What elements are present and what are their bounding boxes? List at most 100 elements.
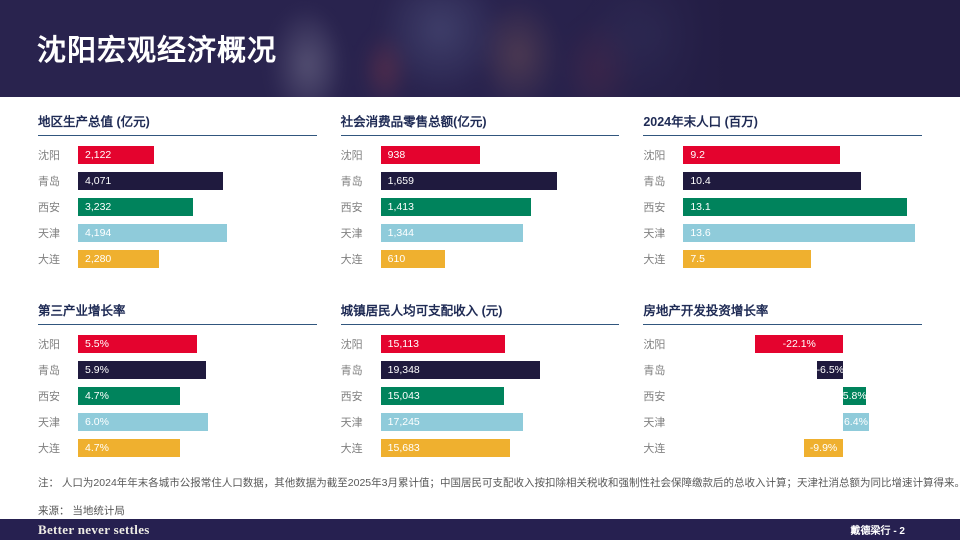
bar-value-label: 5.9% <box>85 364 109 376</box>
chart-row: 西安 3,232 <box>38 198 317 216</box>
bar-value-label: 19,348 <box>387 364 420 376</box>
bar-value-label: 10.4 <box>690 175 711 187</box>
bar: 17,245 <box>380 413 523 431</box>
bar-value-label: 938 <box>387 149 406 161</box>
city-label: 大连 <box>38 254 60 266</box>
city-label: 青岛 <box>340 365 363 377</box>
chart-row: 天津 1,344 <box>341 224 620 242</box>
bar-value-label: 2,280 <box>85 253 112 265</box>
chart-row: 沈阳 -22.1% <box>643 335 922 353</box>
bar: 2,122 <box>78 146 154 164</box>
chart-bars: 沈阳 5.5% 青岛 5.9% 西安 4.7% 天津 6.0% 大连 4.7% <box>38 335 317 457</box>
city-label: 青岛 <box>38 365 60 377</box>
bar: 4,194 <box>78 224 228 242</box>
chart-row: 青岛 -6.5% <box>643 361 922 379</box>
city-label: 大连 <box>340 254 363 266</box>
bar-value-label: 6.0% <box>85 416 109 428</box>
city-label: 天津 <box>643 417 666 429</box>
city-label: 大连 <box>643 443 666 455</box>
chart-row: 大连 4.7% <box>38 439 317 457</box>
chart-bars: 沈阳 15,113 青岛 19,348 西安 15,043 天津 17,245 大连 15,683 <box>341 335 620 457</box>
city-label: 西安 <box>340 391 363 403</box>
city-label: 青岛 <box>643 176 666 188</box>
bar-track: 15,043 <box>380 387 620 405</box>
bar-value-label: 6.4% <box>843 416 868 428</box>
chart-row: 西安 13.1 <box>643 198 922 216</box>
bar: 15,683 <box>380 439 510 457</box>
footnote: 注： 人口为2024年年末各城市公报常住人口数据，其他数据为截至2025年3月累… <box>0 477 960 491</box>
city-label: 沈阳 <box>340 339 363 351</box>
city-label: 大连 <box>38 443 60 455</box>
bar-track: 3,232 <box>78 198 317 216</box>
bar-value-label: 4.7% <box>85 390 109 402</box>
bar-value-label: 15,113 <box>387 338 419 350</box>
bar-value-label: 4,194 <box>85 227 112 239</box>
city-label: 西安 <box>340 202 363 214</box>
chart-bars: 沈阳 2,122 青岛 4,071 西安 3,232 天津 4,194 大连 2,280 <box>38 146 317 268</box>
city-label: 青岛 <box>340 176 363 188</box>
bar-value-label: 1,344 <box>387 227 414 239</box>
city-label: 西安 <box>38 391 60 403</box>
bar-value-label: -6.5% <box>816 364 844 376</box>
bar-value-label: 1,659 <box>387 175 414 187</box>
bar: 15,043 <box>380 387 505 405</box>
bar-track: 5.5% <box>78 335 317 353</box>
chart-disposable-income: 城镇居民人均可支配收入 (元) 沈阳 15,113 青岛 19,348 西安 15,043… <box>340 300 620 465</box>
bar-value-label: 1,413 <box>387 201 414 213</box>
chart-row: 青岛 19,348 <box>341 361 620 379</box>
footnote-prefix: 注： <box>38 477 59 489</box>
bar-track: 9.2 <box>683 146 922 164</box>
bar-track: 1,413 <box>380 198 620 216</box>
slide-footer: Better never settles 戴德梁行 - 2 <box>0 519 960 540</box>
bar-value-label: 5.8% <box>842 390 867 402</box>
chart-row: 天津 17,245 <box>341 413 620 431</box>
bar: 3,232 <box>78 198 194 216</box>
city-label: 青岛 <box>38 176 60 188</box>
bar-value-label: 610 <box>387 253 406 265</box>
city-label: 西安 <box>643 391 666 403</box>
bar-value-label: 15,683 <box>387 442 420 454</box>
city-label: 大连 <box>340 443 363 455</box>
bar-track: 13.6 <box>683 224 922 242</box>
chart-row: 天津 13.6 <box>643 224 922 242</box>
source-prefix: 来源： <box>38 504 70 517</box>
bar-value-label: 4,071 <box>85 175 112 187</box>
bar-value-label: 3,232 <box>85 201 112 213</box>
bar: 4.7% <box>78 387 180 405</box>
chart-row: 沈阳 15,113 <box>341 335 620 353</box>
chart-title: 第三产业增长率 <box>38 300 317 325</box>
bar: 2,280 <box>78 250 160 268</box>
bar-track: 5.9% <box>78 361 317 379</box>
bar: 9.2 <box>683 146 841 164</box>
bar: -22.1% <box>755 335 844 353</box>
bar: 4,071 <box>78 172 223 190</box>
chart-row: 西安 4.7% <box>38 387 317 405</box>
bar-track: 2,280 <box>78 250 317 268</box>
charts-grid: 地区生产总值 (亿元) 沈阳 2,122 青岛 4,071 西安 3,232 天津 4,194… <box>0 97 960 465</box>
bar-value-label: 13.1 <box>690 201 711 213</box>
bar: 610 <box>380 250 446 268</box>
chart-row: 天津 6.0% <box>38 413 317 431</box>
chart-row: 西安 1,413 <box>341 198 620 216</box>
bar: 6.0% <box>78 413 209 431</box>
chart-bars: 沈阳 938 青岛 1,659 西安 1,413 天津 1,344 大连 610 <box>341 146 620 268</box>
bar: 15,113 <box>380 335 506 353</box>
bar: 5.8% <box>842 387 867 405</box>
city-label: 天津 <box>643 228 666 240</box>
bar-value-label: 4.7% <box>85 442 109 454</box>
city-label: 沈阳 <box>643 339 666 351</box>
bar-track: 6.0% <box>78 413 317 431</box>
bar-track: -9.9% <box>683 439 922 457</box>
bar: 1,413 <box>380 198 531 216</box>
chart-row: 青岛 1,659 <box>341 172 620 190</box>
chart-real-estate-investment-growth: 房地产开发投资增长率 沈阳 -22.1% 青岛 -6.5% 西安 5.8% 天津 6.4% 大连… <box>643 300 922 465</box>
chart-row: 青岛 4,071 <box>38 172 317 190</box>
footer-brand-page-number: 戴德梁行 - 2 <box>850 526 905 537</box>
bar-value-label: 7.5 <box>690 253 705 265</box>
city-label: 大连 <box>643 254 666 266</box>
bar-value-label: -9.9% <box>809 442 838 454</box>
chart-bars: 沈阳 9.2 青岛 10.4 西安 13.1 天津 13.6 大连 7.5 <box>643 146 922 268</box>
bar: 4.7% <box>78 439 180 457</box>
chart-row: 沈阳 9.2 <box>643 146 922 164</box>
